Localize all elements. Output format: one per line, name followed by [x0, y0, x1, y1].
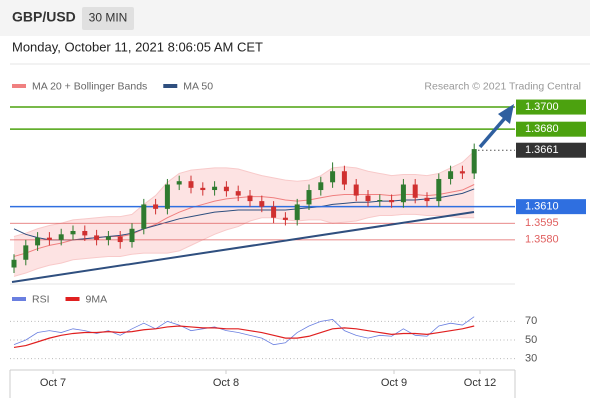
candle-body	[35, 237, 41, 246]
candle-body	[11, 259, 17, 268]
legend-label: 9MA	[86, 293, 108, 305]
candle-body	[200, 187, 206, 191]
level-label: 1.3700	[525, 101, 559, 113]
x-tick-label: Oct 7	[40, 377, 66, 389]
rsi-line	[13, 325, 475, 349]
price-panel: MA 20 + Bollinger Bands MA 50 Research © 2…	[10, 80, 586, 283]
candle-body	[365, 195, 371, 202]
bollinger-upper	[13, 150, 475, 238]
x-tick-label: Oct 8	[213, 377, 239, 389]
candle-body	[141, 204, 147, 229]
level-label: 1.3680	[525, 123, 559, 135]
candle-body	[235, 191, 241, 196]
level-label: 1.3595	[525, 217, 559, 229]
candle-body	[459, 171, 465, 174]
credit: Research © 2021 Trading Central	[424, 80, 581, 92]
candle-body	[389, 200, 395, 203]
candle-body	[176, 181, 182, 185]
level-label: 1.3610	[525, 201, 559, 213]
trend-line	[11, 211, 475, 283]
x-tick-label: Oct 12	[464, 377, 496, 389]
candle-body	[212, 186, 218, 191]
candle-body	[259, 201, 265, 207]
candle-body	[318, 182, 324, 191]
candle-body	[129, 228, 135, 243]
candle-body	[70, 230, 76, 235]
level-tag	[516, 99, 586, 115]
candle-body	[153, 204, 159, 209]
arrow-head	[498, 104, 514, 124]
level-label: 1.3661	[525, 144, 559, 156]
candle-body	[282, 217, 288, 220]
legend-label: MA 50	[183, 80, 213, 92]
candle-body	[448, 171, 454, 179]
candle-body	[82, 230, 88, 236]
candle-body	[353, 184, 359, 196]
bollinger-lower	[13, 213, 475, 277]
candle-body	[424, 197, 430, 202]
ma50-line	[13, 188, 475, 241]
candle-body	[412, 184, 418, 198]
y-tick-label: 50	[525, 334, 537, 346]
candle-body	[188, 181, 194, 188]
timeframe-button[interactable]	[82, 7, 134, 30]
rsi-panel: RSI 9MA 30 50 70 Oct 7 Oct 8 Oct 9 Oct 12	[10, 293, 537, 389]
date: Monday, October 11, 2021 8:06:05 AM CET	[12, 39, 263, 54]
candle-body	[341, 171, 347, 185]
level-tag	[516, 199, 586, 215]
candle-body	[306, 190, 312, 205]
candle-body	[436, 178, 442, 202]
legend-swatch	[12, 297, 26, 301]
candle-body	[223, 186, 229, 192]
candle-body	[164, 184, 170, 209]
candle-body	[105, 236, 111, 240]
symbol: GBP/USD	[12, 9, 76, 25]
legend-label: MA 20 + Bollinger Bands	[32, 80, 147, 92]
candle-body	[471, 149, 477, 174]
y-tick-label: 70	[525, 315, 537, 327]
legend-swatch	[12, 84, 26, 88]
candle-body	[294, 204, 300, 220]
legend-swatch	[163, 84, 178, 88]
candle-body	[58, 234, 64, 240]
candle-body	[46, 237, 52, 240]
y-tick-label: 30	[525, 353, 537, 365]
candle-body	[271, 206, 277, 218]
legend-label: RSI	[32, 293, 50, 305]
candle-body	[330, 171, 336, 183]
candle-body	[400, 184, 406, 203]
level-label: 1.3580	[525, 234, 559, 246]
x-tick-label: Oct 9	[381, 377, 407, 389]
candle-body	[247, 195, 253, 202]
candle-body	[23, 245, 29, 260]
legend-swatch	[65, 297, 80, 301]
candle-body	[377, 200, 383, 202]
timeframe[interactable]: 30 MIN	[89, 11, 128, 25]
bollinger-fill	[14, 151, 475, 277]
candle-body	[117, 236, 123, 243]
arrow-shaft	[478, 116, 507, 149]
level-tag	[516, 142, 586, 158]
level-tag	[516, 121, 586, 137]
candle-body	[94, 235, 100, 240]
